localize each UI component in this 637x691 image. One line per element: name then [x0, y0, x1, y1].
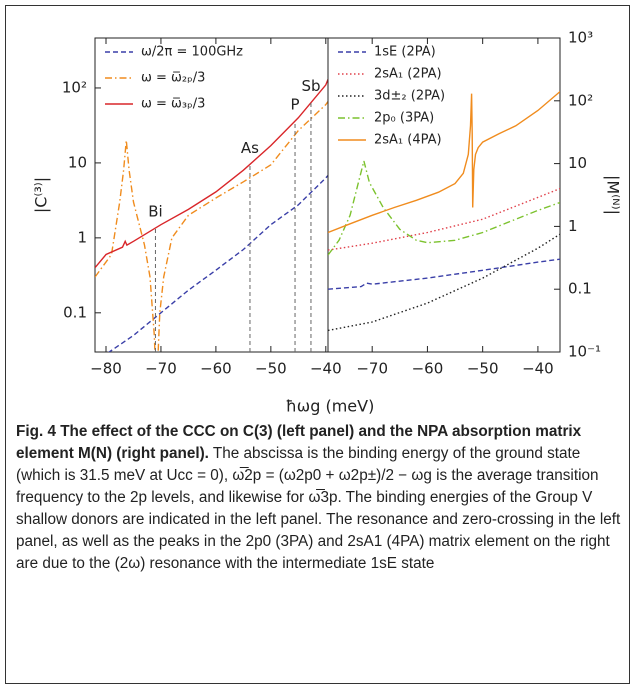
donor-label: P [291, 96, 300, 114]
caption-text: The abscissa is the binding energy of th… [16, 445, 621, 572]
x-tick-label: −50 [467, 360, 499, 378]
y2-axis-label: |M⁽ᴺ⁾| [604, 175, 623, 215]
series-line [95, 101, 328, 352]
donor-label: Sb [301, 77, 320, 95]
x-axis-label: ħωg (meV) [286, 397, 375, 416]
x-tick-label: −80 [90, 360, 122, 378]
plot-frame [327, 37, 561, 353]
series-line [95, 79, 328, 269]
legend-label: ω = ω̅₂ₚ/3 [141, 71, 205, 86]
caption: Fig. 4 The effect of the CCC on C(3) (le… [16, 421, 622, 575]
plot-area [95, 79, 328, 352]
x-tick-label: −60 [200, 360, 232, 378]
series-line [328, 187, 560, 251]
series-line [328, 91, 560, 234]
y-tick-label: 10⁻¹ [568, 343, 601, 361]
y-tick-label: 10² [568, 91, 593, 109]
x-tick-label: −40 [310, 360, 342, 378]
legend-label: 2sA₁ (4PA) [374, 133, 442, 148]
plot-area [328, 91, 560, 332]
x-tick-label: −50 [255, 360, 287, 378]
x-tick-label: −70 [356, 360, 388, 378]
legend-label: ω/2π = 100GHz [141, 45, 243, 60]
y-tick-label: 10 [68, 153, 87, 171]
x-tick-label: −60 [412, 360, 444, 378]
legend-label: 2p₀ (3PA) [374, 111, 434, 126]
donor-label: Bi [148, 202, 162, 220]
series-line [328, 258, 560, 290]
series-line [328, 233, 560, 332]
y-tick-label: 0.1 [63, 303, 87, 321]
y-tick-label: 10³ [568, 29, 593, 47]
y-tick-label: 1 [77, 228, 87, 246]
y-tick-label: 10 [568, 154, 587, 172]
y-tick-label: 10² [62, 78, 87, 96]
legend-label: ω = ω̅₃ₚ/3 [141, 97, 205, 112]
donor-label: As [241, 139, 259, 157]
legend-label: 1sE (2PA) [374, 45, 436, 60]
x-tick-label: −70 [145, 360, 177, 378]
y-tick-label: 1 [568, 217, 578, 235]
figure-border [5, 5, 630, 684]
y-axis-label: |C⁽³⁾| [32, 177, 51, 213]
series-line [328, 160, 560, 256]
caption-title: Fig. 4 The effect of the CCC on C(3) (le… [16, 423, 582, 462]
series-line [107, 175, 328, 352]
legend-label: 3d±₂ (2PA) [374, 89, 445, 104]
y-tick-label: 0.1 [568, 280, 592, 298]
legend-label: 2sA₁ (2PA) [374, 67, 442, 82]
chart: ħωg (meV) |C⁽³⁾| |M⁽ᴺ⁾| −80 −70 −60 −50 −40 0… [32, 29, 623, 416]
x-tick-label: −40 [522, 360, 554, 378]
